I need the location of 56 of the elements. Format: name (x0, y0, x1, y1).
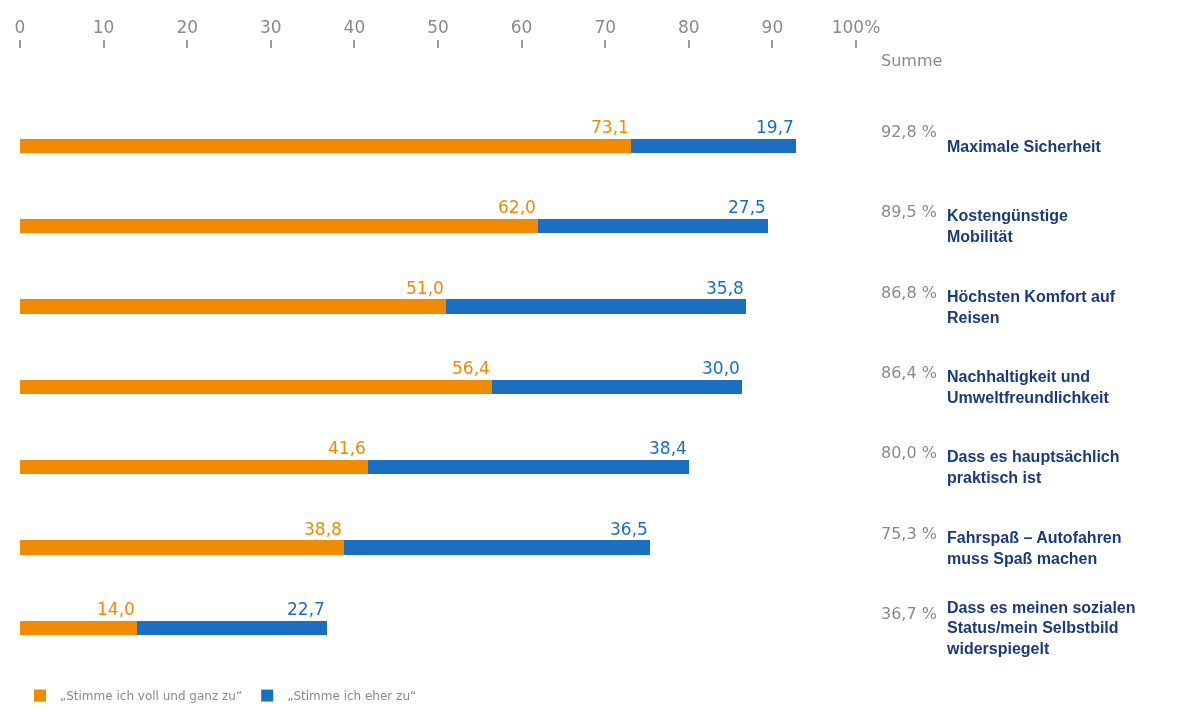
x-tick-label: 50 (427, 16, 449, 37)
data-label: 38,8 (304, 519, 342, 539)
data-label: 41,6 (328, 438, 366, 458)
y-tick-label: Maximale Sicherheit (947, 137, 1102, 155)
bar (367, 459, 689, 475)
data-label: 30,0 (702, 358, 740, 378)
bar (446, 299, 746, 314)
x-tick-label: 60 (510, 16, 533, 37)
data-label: 35,8 (706, 278, 744, 298)
text: Summe (881, 51, 943, 70)
data-label: 22,7 (287, 599, 325, 619)
data-label: 51,0 (406, 278, 444, 298)
text: 80,0 % (881, 443, 937, 462)
data-label: 14,0 (97, 599, 135, 619)
text: 92,8 % (881, 122, 937, 141)
bar (137, 620, 327, 636)
bar (20, 379, 492, 395)
data-label: 36,5 (610, 519, 648, 539)
x-tick-label: 70 (594, 16, 617, 37)
y-tick-label: Nachhaltigkeit und Umweltfreundlichkeit (947, 368, 1110, 406)
bar (20, 219, 539, 234)
x-tick-label: 20 (176, 16, 199, 37)
bar (20, 138, 632, 154)
data-label: 27,5 (728, 197, 766, 217)
text: 75,3 % (881, 524, 937, 543)
x-tick-label: 90 (761, 16, 784, 37)
bar (20, 540, 345, 555)
x-tick-label: 10 (92, 16, 115, 37)
bar (20, 299, 447, 314)
x-tick-label: 80 (677, 16, 700, 37)
bar (491, 379, 743, 395)
text: 86,8 % (881, 283, 937, 302)
x-tick-label: 0 (14, 16, 26, 37)
bar (538, 219, 769, 234)
data-label: 56,4 (452, 358, 490, 378)
y-tick-label: Kostengünstige Mobilität (947, 207, 1068, 246)
data-label: 19,7 (756, 117, 794, 137)
bar (20, 620, 138, 636)
legend-label: „Stimme ich voll und ganz zu“ (60, 689, 243, 704)
x-tick-label: 30 (259, 16, 282, 37)
y-tick-label: Höchsten Komfort auf Reisen (947, 287, 1116, 326)
data-label: 62,0 (498, 197, 536, 217)
x-tick-label: 40 (343, 16, 366, 37)
legend-label: „Stimme ich eher zu“ (287, 689, 417, 704)
y-tick-label: Fahrspaß – Autofahren muss Spaß machen (947, 528, 1122, 567)
data-label: 38,4 (649, 438, 687, 458)
x-tick-label: 100% (831, 16, 881, 37)
text: 89,5 % (881, 202, 937, 221)
text: 36,7 % (881, 604, 937, 623)
bar (20, 459, 368, 475)
data-label: 73,1 (591, 117, 629, 137)
y-tick-label: Dass es hauptsächlich praktisch ist (947, 448, 1120, 487)
bar (631, 138, 796, 154)
y-tick-label: Dass es meinen sozialen Status/mein Selbstbild widerspiegelt (946, 598, 1136, 658)
text: 86,4 % (881, 363, 937, 382)
bar (344, 540, 650, 555)
